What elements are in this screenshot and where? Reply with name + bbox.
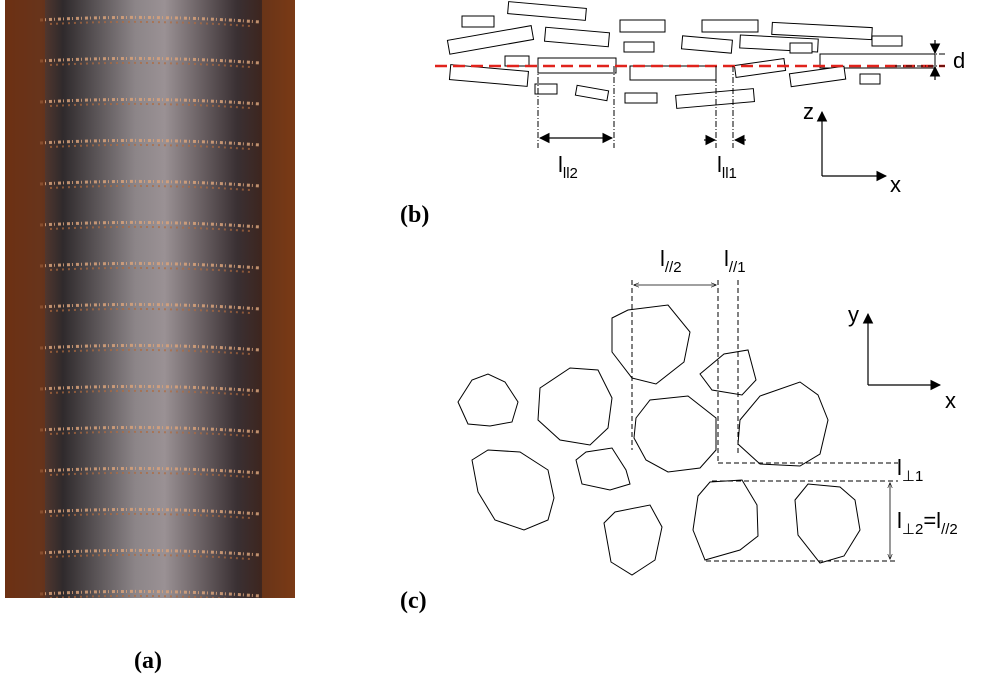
shape bbox=[262, 0, 295, 598]
shape bbox=[702, 20, 758, 32]
shape bbox=[624, 42, 654, 52]
shape bbox=[604, 505, 662, 575]
label-d: d bbox=[953, 48, 965, 73]
shape bbox=[790, 43, 812, 53]
shape bbox=[693, 480, 758, 560]
length-label: l//2 bbox=[660, 246, 682, 276]
axis-label: x bbox=[890, 172, 901, 197]
grain-layer bbox=[447, 2, 935, 109]
grain-plane bbox=[458, 305, 860, 575]
shape bbox=[458, 374, 518, 426]
panel-label: (c) bbox=[400, 588, 427, 614]
text-part: //2 bbox=[665, 259, 682, 276]
shape bbox=[447, 26, 533, 55]
shape bbox=[620, 20, 665, 32]
shape bbox=[508, 2, 587, 21]
axis-label: y bbox=[848, 302, 859, 327]
text-part: //2 bbox=[941, 521, 958, 538]
shape bbox=[872, 36, 902, 46]
shape bbox=[612, 305, 690, 384]
text-part: //1 bbox=[729, 259, 746, 276]
shape bbox=[625, 93, 657, 103]
shape bbox=[576, 448, 630, 490]
length-label: lll1 bbox=[717, 152, 737, 182]
length-label: l//1 bbox=[724, 246, 746, 276]
photo bbox=[5, 0, 295, 598]
shape bbox=[795, 484, 860, 563]
shape bbox=[860, 74, 880, 84]
text-part: ⊥1 bbox=[902, 468, 923, 485]
shape bbox=[538, 368, 612, 445]
length-label: l⊥1 bbox=[897, 455, 923, 485]
shape bbox=[472, 450, 554, 530]
text-part: ll2 bbox=[563, 165, 578, 182]
shape bbox=[630, 66, 716, 80]
shape bbox=[575, 85, 608, 100]
length-label: l⊥2=l//2 bbox=[897, 508, 958, 538]
shape bbox=[738, 382, 828, 466]
shape bbox=[681, 36, 732, 53]
shape bbox=[634, 396, 716, 472]
shape bbox=[545, 27, 610, 47]
shape bbox=[449, 65, 528, 87]
shape bbox=[734, 59, 785, 78]
shape bbox=[789, 66, 845, 87]
shape bbox=[700, 350, 756, 395]
shape bbox=[5, 0, 295, 598]
axis-label: x bbox=[945, 388, 956, 413]
figure: (a) d z x lll2 lll1 (b) y x l//2 l//1 l⊥… bbox=[0, 0, 987, 677]
shape bbox=[505, 56, 529, 66]
length-label: lll2 bbox=[558, 152, 578, 182]
shape bbox=[462, 16, 494, 27]
text-part: ⊥2 bbox=[902, 521, 923, 538]
shape bbox=[5, 0, 45, 598]
panel-label: (b) bbox=[400, 202, 429, 228]
shape bbox=[676, 89, 755, 109]
axis-label: z bbox=[803, 99, 814, 124]
panel-label: (a) bbox=[134, 648, 162, 674]
text-part: = bbox=[923, 508, 936, 533]
text-part: ll1 bbox=[722, 165, 737, 182]
